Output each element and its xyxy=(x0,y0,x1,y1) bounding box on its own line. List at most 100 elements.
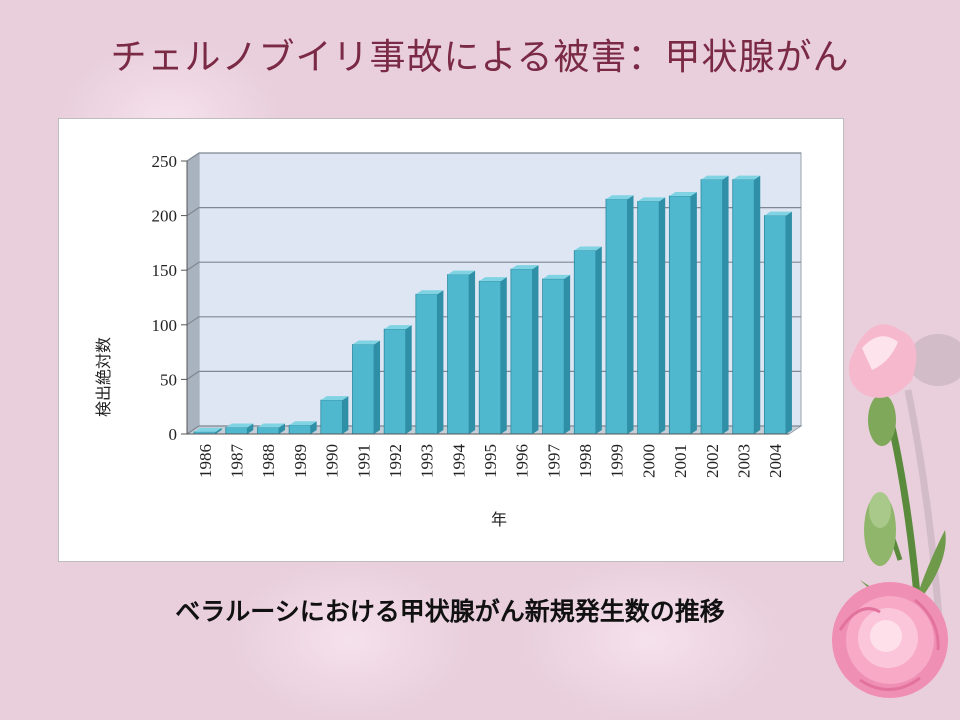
bar-front xyxy=(415,293,438,435)
bar-1989 xyxy=(288,421,317,435)
bar-front xyxy=(700,179,723,435)
bar-front xyxy=(637,201,660,435)
x-tick-label: 2003 xyxy=(734,444,753,478)
bar-top xyxy=(574,246,602,251)
bar-side xyxy=(532,265,539,434)
background-glow xyxy=(520,560,780,720)
bars xyxy=(193,175,792,435)
x-tick-label: 2001 xyxy=(671,444,690,478)
bar-top xyxy=(669,191,697,196)
bar-side xyxy=(437,290,444,434)
bar-side xyxy=(754,175,761,434)
y-axis-ticks: 0 50 100 150 200 250 xyxy=(152,152,188,444)
bar-side xyxy=(564,274,571,434)
bar-1995 xyxy=(478,277,507,435)
slide-caption: ベラルーシにおける甲状腺がん新規発生数の推移 xyxy=(175,597,725,626)
bar-side xyxy=(310,421,317,434)
bar-front xyxy=(447,274,470,435)
bar-2000 xyxy=(637,197,666,435)
x-tick-label: 1986 xyxy=(196,444,215,478)
bar-front xyxy=(510,268,533,435)
x-tick-label: 2002 xyxy=(703,444,722,478)
bar-top xyxy=(764,211,792,216)
chart-panel: 0 50 100 150 200 250 1986 1987 1988 1989 1990 1991… xyxy=(58,118,844,562)
background-glow xyxy=(230,560,470,720)
bar-top xyxy=(352,340,381,345)
bar-side xyxy=(215,427,222,434)
bar-side xyxy=(342,396,349,434)
x-tick-label: 1997 xyxy=(544,444,563,479)
bar-top xyxy=(510,265,539,270)
y-tick-label: 0 xyxy=(169,425,178,444)
bar-front xyxy=(478,280,502,435)
bar-top xyxy=(542,274,571,279)
bar-front xyxy=(288,424,312,435)
x-tick-label: 1998 xyxy=(576,444,595,478)
bar-chart: 0 50 100 150 200 250 1986 1987 1988 1989 1990 1991… xyxy=(94,152,803,529)
bar-front xyxy=(320,399,343,435)
bar-front xyxy=(605,198,628,435)
bar-top xyxy=(701,175,729,180)
bar-side xyxy=(278,423,285,434)
bar-front xyxy=(352,344,375,435)
bar-top xyxy=(447,270,476,275)
bar-front xyxy=(763,215,787,435)
plot-side-wall xyxy=(187,153,199,434)
y-tick-label: 200 xyxy=(152,207,178,226)
y-tick-label: 100 xyxy=(152,316,178,335)
x-tick-label: 1993 xyxy=(418,444,437,478)
bar-top xyxy=(637,197,666,202)
bar-2002 xyxy=(700,175,729,435)
bar-front xyxy=(225,427,248,435)
bar-side xyxy=(595,246,602,434)
bar-1990 xyxy=(320,396,349,435)
bar-top xyxy=(415,290,444,295)
bar-1997 xyxy=(542,274,571,435)
bar-side xyxy=(500,277,507,434)
bar-front xyxy=(542,278,565,435)
pink-carnation-icon xyxy=(832,324,960,698)
bar-side xyxy=(405,325,412,434)
x-tick-label: 1994 xyxy=(449,444,468,479)
x-tick-label: 1987 xyxy=(228,444,247,479)
slide-title: チェルノブイリ事故による被害：甲状腺がん xyxy=(110,37,850,78)
bar-2003 xyxy=(732,175,761,435)
bar-top xyxy=(384,325,412,330)
bar-top xyxy=(257,423,285,428)
bar-side xyxy=(785,211,792,434)
bar-side xyxy=(627,195,634,434)
bar-side xyxy=(690,191,697,434)
x-tick-label: 1991 xyxy=(354,444,373,478)
bar-side xyxy=(722,175,729,434)
bar-top xyxy=(605,195,634,200)
y-tick-label: 50 xyxy=(160,370,177,389)
y-tick-label: 150 xyxy=(152,261,178,280)
x-tick-label: 1989 xyxy=(291,444,310,478)
x-tick-label: 2000 xyxy=(639,444,658,478)
bar-top xyxy=(479,277,507,282)
bar-top xyxy=(732,175,761,180)
bar-front xyxy=(732,179,755,435)
gridline xyxy=(186,152,801,162)
bar-1998 xyxy=(573,246,602,435)
bar-front xyxy=(573,250,597,435)
x-tick-label: 2004 xyxy=(766,444,785,479)
x-tick-label: 1990 xyxy=(323,444,342,478)
bar-1991 xyxy=(352,340,381,435)
bar-1993 xyxy=(415,290,444,435)
bar-top xyxy=(225,423,254,428)
bar-side xyxy=(247,423,254,434)
bar-top xyxy=(289,421,317,426)
bar-1988 xyxy=(257,423,285,435)
x-tick-label: 1988 xyxy=(259,444,278,478)
bar-front xyxy=(257,427,280,435)
x-tick-label: 1995 xyxy=(481,444,500,478)
bar-2004 xyxy=(763,211,792,435)
bar-1999 xyxy=(605,195,634,435)
bar-side xyxy=(374,340,381,434)
bar-side xyxy=(659,197,666,434)
bar-side xyxy=(469,270,476,434)
x-tick-label: 1992 xyxy=(386,444,405,478)
bar-front xyxy=(383,328,407,435)
x-tick-label: 1996 xyxy=(513,444,532,478)
